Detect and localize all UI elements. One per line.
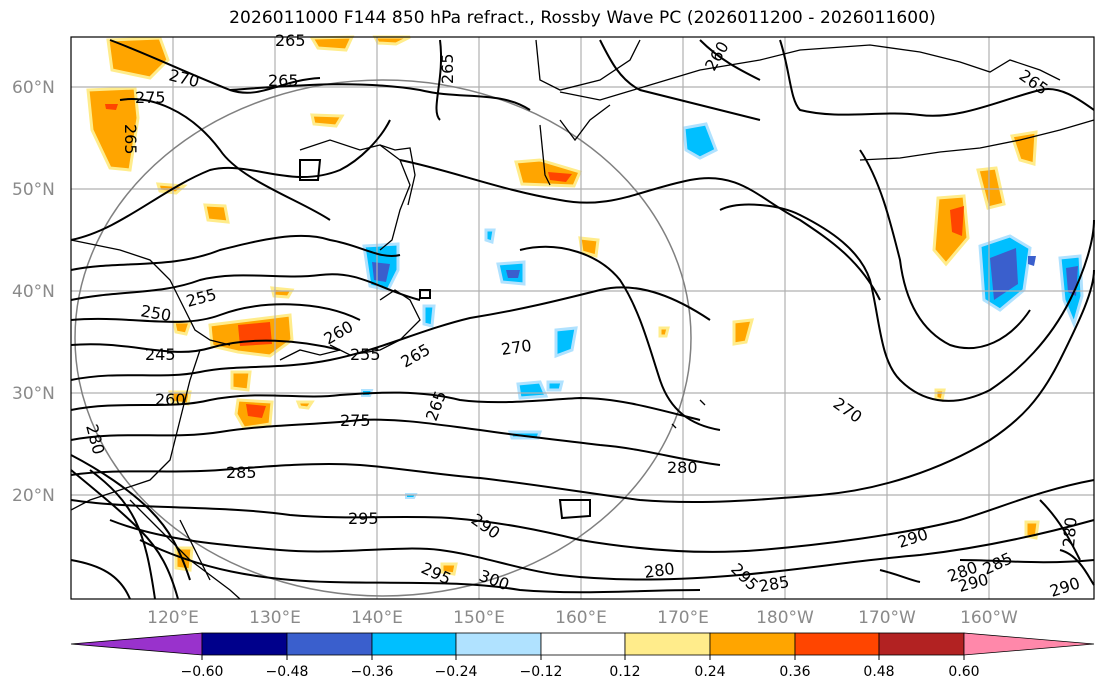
- contours: [70, 39, 1095, 600]
- colorbar-tick-label: 0.36: [779, 664, 810, 680]
- colorbar-ticks: [201, 655, 965, 660]
- colorbar-tick-label: −0.60: [181, 664, 224, 680]
- contour-label: 265: [275, 31, 306, 50]
- lon-label: 170°E: [657, 608, 709, 628]
- contour-label: 265: [268, 71, 299, 90]
- contour-label: 245: [145, 345, 176, 364]
- contour-label: 280: [1059, 516, 1081, 548]
- lat-label: 40°N: [12, 282, 55, 302]
- colorbar-segment: [70, 632, 203, 656]
- colorbar: [70, 632, 1095, 656]
- lon-label: 120°E: [147, 608, 199, 628]
- contour-label: 255: [350, 345, 381, 364]
- colorbar-tick-label: 0.24: [694, 664, 725, 680]
- lat-label: 60°N: [12, 78, 55, 98]
- lat-label: 50°N: [12, 180, 55, 200]
- map-title: 2026011000 F144 850 hPa refract., Rossby…: [229, 8, 936, 28]
- colorbar-tick-label: −0.36: [351, 664, 394, 680]
- colorbar-segment: [540, 632, 626, 656]
- contour-label: 260: [155, 390, 186, 409]
- colorbar-tick-label: −0.24: [435, 664, 478, 680]
- colorbar-segment: [286, 632, 373, 656]
- contour-label: 275: [135, 88, 166, 107]
- lat-label: 20°N: [12, 486, 55, 506]
- lon-label: 170°W: [858, 608, 916, 628]
- contour-label: 280: [643, 559, 676, 582]
- map-area: [71, 37, 1094, 599]
- contour-label: 280: [667, 458, 698, 477]
- contour-label: 265: [438, 53, 457, 84]
- contour-label: 275: [340, 411, 371, 430]
- lon-label: 150°E: [453, 608, 505, 628]
- colorbar-segment: [371, 632, 457, 656]
- colorbar-tick-label: −0.48: [266, 664, 309, 680]
- colorbar-tick-label: 0.48: [863, 664, 894, 680]
- colorbar-segment: [624, 632, 711, 656]
- contour-label: 295: [348, 509, 379, 528]
- lon-label: 140°E: [351, 608, 403, 628]
- colorbar-segment: [455, 632, 542, 656]
- colorbar-segment: [709, 632, 796, 656]
- map-border: [70, 36, 1095, 600]
- colorbar-tick-labels: −0.60 −0.48 −0.36 −0.24 −0.12 0.12 0.24 …: [181, 664, 980, 680]
- colorbar-tick-label: 0.12: [609, 664, 640, 680]
- contour-label: 270: [500, 336, 533, 359]
- lon-label: 160°W: [960, 608, 1018, 628]
- colorbar-tick-label: −0.12: [520, 664, 563, 680]
- colorbar-segment: [878, 632, 965, 656]
- colorbar-tick-label: 0.60: [948, 664, 979, 680]
- colorbar-segment: [794, 632, 880, 656]
- lon-label: 130°E: [249, 608, 301, 628]
- graticule: [71, 37, 1094, 599]
- contour-label: 285: [226, 463, 257, 482]
- longitude-labels: 120°E 130°E 140°E 150°E 160°E 170°E 180°…: [147, 608, 1018, 628]
- colorbar-segment: [201, 632, 288, 656]
- lon-label: 160°E: [555, 608, 607, 628]
- latitude-labels: 60°N 50°N 40°N 30°N 20°N: [12, 78, 55, 506]
- colorbar-segment: [963, 632, 1095, 656]
- lat-label: 30°N: [12, 384, 55, 404]
- lon-label: 180°W: [756, 608, 814, 628]
- reference-circle: [74, 79, 692, 597]
- contour-label: 265: [121, 124, 140, 155]
